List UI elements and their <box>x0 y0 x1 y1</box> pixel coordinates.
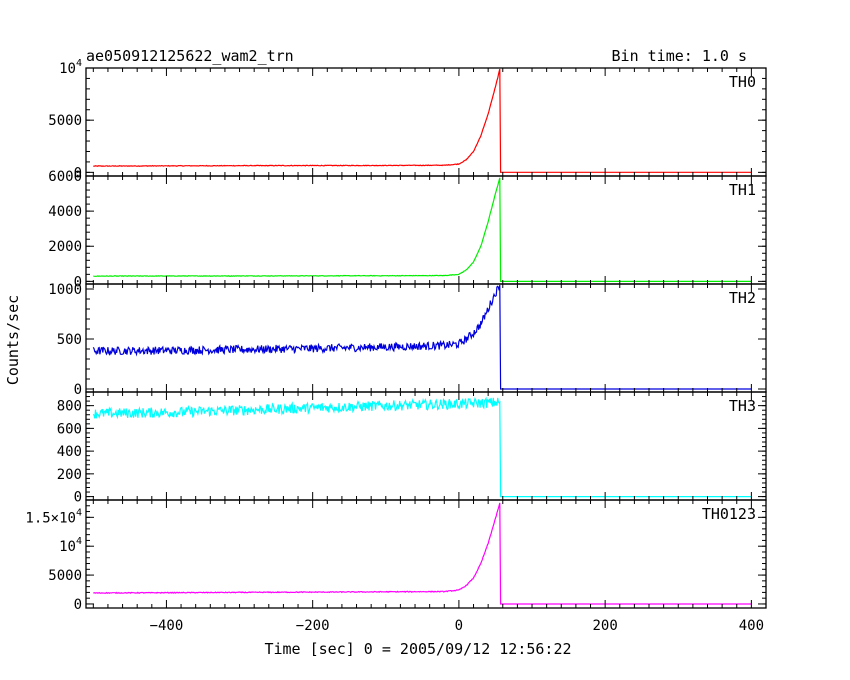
x-axis-label: Time [sec] 0 = 2005/09/12 12:56:22 <box>264 640 571 658</box>
x-tick-label: −400 <box>150 618 184 634</box>
x-tick-label: 200 <box>592 618 617 634</box>
bin-time-label: Bin time: 1.0 s <box>612 47 747 65</box>
x-ticks <box>92 284 752 392</box>
panel-frame <box>85 283 767 393</box>
y-ticks: 0 5000 104 1.5×104 <box>25 499 766 613</box>
panel-th1: TH1 0 2000 4000 6000 <box>48 169 767 290</box>
y-tick-label: 800 <box>57 399 82 415</box>
y-tick-label: 6000 <box>48 169 82 185</box>
panels-group: TH005000104TH10200040006000TH205001000TH… <box>25 58 767 613</box>
y-tick-label: 0 <box>74 597 82 613</box>
y-tick-label: 0 <box>74 274 82 290</box>
panel-frame <box>85 67 767 177</box>
series-line-th1 <box>93 177 752 282</box>
y-tick-label: 104 <box>59 536 82 555</box>
y-tick-label: 104 <box>59 58 82 77</box>
chart-title: ae050912125622_wam2_trn <box>86 47 294 65</box>
y-tick-label: 2000 <box>48 239 82 255</box>
y-axis-label: Counts/sec <box>4 295 22 385</box>
panel-label: TH3 <box>729 397 756 415</box>
y-ticks: 0 200 400 600 800 <box>57 391 766 506</box>
panel-label: TH0 <box>729 73 756 91</box>
panel-label: TH0123 <box>702 505 756 523</box>
x-ticks <box>92 392 752 500</box>
y-tick-label: 5000 <box>48 568 82 584</box>
panel-label: TH2 <box>729 289 756 307</box>
x-ticks <box>92 176 752 284</box>
y-ticks: 0 500 1000 <box>48 282 766 398</box>
series-line-th0 <box>93 68 752 173</box>
series-line-th2 <box>92 284 752 390</box>
y-tick-label: 5000 <box>48 113 82 129</box>
y-ticks: 0 2000 4000 6000 <box>48 169 766 290</box>
y-tick-label: 0 <box>74 382 82 398</box>
y-ticks: 0 5000 104 <box>48 58 766 181</box>
panel-th3: TH3 0 200 400 600 800 <box>57 391 767 506</box>
y-tick-label: 1000 <box>48 282 82 298</box>
y-tick-label: 400 <box>57 444 82 460</box>
x-tick-label: −200 <box>296 618 330 634</box>
y-tick-label: 600 <box>57 421 82 437</box>
y-tick-label: 1.5×104 <box>25 507 82 526</box>
panel-frame <box>85 499 767 609</box>
y-tick-label: 500 <box>57 332 82 348</box>
y-tick-label: 0 <box>74 165 82 181</box>
panel-th2: TH2 0 500 1000 <box>48 282 767 398</box>
panel-th0123: TH0123 0 5000 104 1.5×104 <box>25 499 767 613</box>
series-line-th0123 <box>93 502 752 605</box>
x-ticks <box>92 500 752 608</box>
panel-label: TH1 <box>729 181 756 199</box>
x-tick-label: 400 <box>739 618 764 634</box>
panel-frame <box>85 175 767 285</box>
x-ticks <box>92 68 752 176</box>
x-tick-label: 0 <box>455 618 463 634</box>
x-axis: −400 −200 0 200 400 <box>150 618 764 634</box>
y-tick-label: 4000 <box>48 204 82 220</box>
y-tick-label: 200 <box>57 467 82 483</box>
y-tick-label: 0 <box>74 490 82 506</box>
series-line-th3 <box>92 396 752 498</box>
panel-th0: TH0 0 5000 104 <box>48 58 767 181</box>
